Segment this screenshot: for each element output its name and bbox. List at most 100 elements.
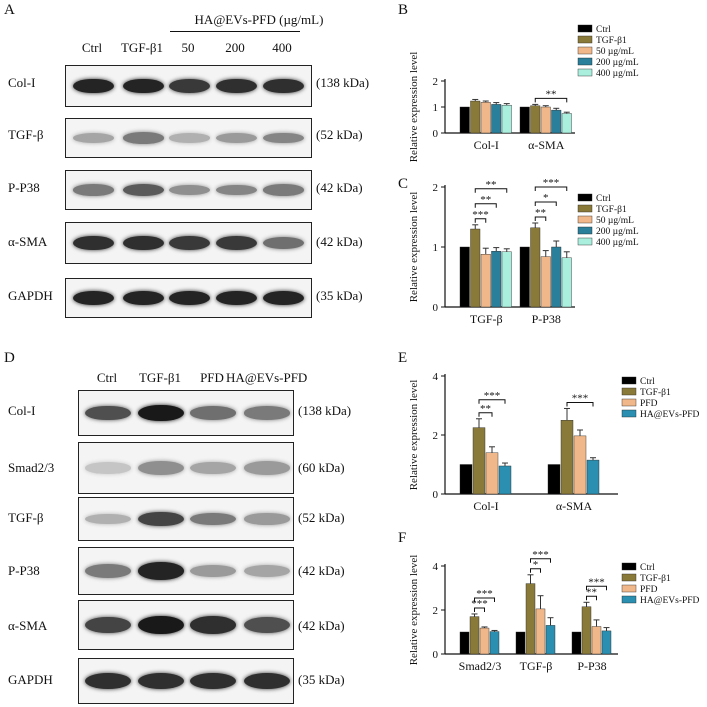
lane-label: Ctrl: [96, 370, 118, 385]
protein-band: [72, 133, 114, 143]
lane-label: 400: [272, 40, 292, 55]
y-tick-label: 2: [433, 605, 439, 617]
protein-band: [122, 290, 164, 306]
y-tick-label: 1: [433, 242, 439, 254]
protein-band: [244, 565, 290, 577]
protein-band: [262, 78, 304, 94]
y-tick-label: 4: [433, 371, 439, 383]
protein-band: [122, 78, 164, 94]
protein-band: [262, 132, 304, 144]
blot-strip: [78, 497, 294, 541]
protein-band: [168, 235, 210, 251]
panel-e-bar-chart: Relative expression level 0 2 4 Col-I α-SMA **…: [408, 371, 700, 513]
bar: [480, 253, 491, 308]
legend-entry: HA@EVs-PFD: [640, 596, 700, 606]
molecular-weight-label: (60 kDa): [298, 460, 345, 475]
protein-band: [122, 235, 164, 251]
blot-row-label: α-SMA: [8, 618, 48, 633]
bar: [459, 246, 470, 308]
protein-band: [85, 513, 131, 525]
significance-bracket: [534, 97, 568, 103]
significance-bracket: [474, 607, 485, 612]
protein-band: [122, 132, 164, 144]
y-axis-label: Relative expression level: [408, 52, 420, 163]
protein-band: [138, 404, 184, 422]
bar: [479, 627, 490, 655]
bar: [459, 631, 470, 655]
protein-band: [85, 672, 131, 690]
bar: [591, 626, 602, 655]
significance-bracket: [474, 597, 495, 602]
significance-mark: *: [543, 192, 549, 204]
legend-swatch: [621, 376, 637, 385]
significance-mark: ***: [543, 177, 560, 189]
significance-mark: ***: [588, 576, 605, 588]
legend-entry: PFD: [640, 585, 658, 595]
panel-b-label: B: [398, 2, 409, 18]
lane-label: 50: [181, 40, 195, 55]
y-tick-label: 0: [433, 128, 439, 140]
significance-mark: ***: [484, 390, 501, 402]
blot-row-label: P-P38: [8, 563, 40, 578]
legend-entry: 50 µg/mL: [596, 47, 634, 57]
panel-c-label: C: [398, 176, 409, 192]
bar: [551, 109, 562, 134]
significance-mark: **: [546, 88, 557, 100]
lane-label: TGF-β1: [138, 370, 181, 385]
bar: [469, 616, 480, 655]
panel-f-label: F: [398, 530, 407, 546]
y-tick-label: 0: [433, 489, 439, 501]
legend-entry: HA@EVs-PFD: [640, 410, 700, 420]
y-tick-label: 2: [433, 76, 439, 88]
bar: [561, 113, 572, 134]
protein-band: [244, 461, 290, 475]
legend-entry: Ctrl: [596, 25, 611, 35]
y-axis-label: Relative expression level: [408, 192, 420, 303]
protein-band: [138, 511, 184, 527]
molecular-weight-label: (52 kDa): [298, 510, 345, 525]
legend-swatch: [577, 193, 593, 202]
blot-row-label: GAPDH: [8, 288, 53, 303]
bar: [530, 105, 541, 134]
molecular-weight-label: (42 kDa): [298, 618, 345, 633]
legend-entry: PFD: [640, 399, 658, 409]
bar: [519, 106, 530, 134]
bar: [545, 625, 556, 655]
lane-label: PFD: [200, 370, 224, 385]
panel-e-label: E: [398, 350, 408, 366]
bar: [561, 257, 572, 308]
x-tick-label: Col-I: [474, 138, 499, 152]
bar: [571, 631, 582, 655]
panel-a-group-header: HA@EVs-PFD (µg/mL): [194, 12, 324, 27]
molecular-weight-label: (42 kDa): [316, 180, 363, 195]
protein-band: [190, 672, 236, 690]
blot-strip: [65, 222, 312, 264]
legend-swatch: [621, 562, 637, 571]
bar: [480, 102, 491, 134]
molecular-weight-label: (35 kDa): [298, 672, 345, 687]
bar: [519, 246, 530, 308]
significance-bracket: [474, 218, 487, 223]
blot-row-label: α-SMA: [8, 234, 48, 249]
blot-strip: [65, 118, 312, 158]
significance-mark: **: [535, 207, 546, 219]
legend-swatch: [621, 595, 637, 604]
y-tick-label: 0: [433, 302, 439, 314]
legend-swatch: [577, 46, 593, 55]
significance-mark: *: [533, 559, 539, 571]
protein-band: [168, 78, 210, 94]
molecular-weight-label: (42 kDa): [316, 234, 363, 249]
bar: [498, 465, 512, 495]
significance-bracket: [474, 188, 508, 193]
legend-swatch: [621, 409, 637, 418]
bar: [472, 427, 486, 495]
x-tick-label: Smad2/3: [459, 659, 502, 673]
y-tick-label: 2: [433, 430, 439, 442]
protein-band: [168, 133, 210, 143]
bar: [470, 228, 481, 308]
lane-label: HA@EVs-PFD: [226, 370, 308, 385]
x-tick-label: α-SMA: [528, 138, 565, 152]
protein-band: [190, 406, 236, 420]
bar: [491, 104, 502, 134]
protein-band: [138, 672, 184, 690]
